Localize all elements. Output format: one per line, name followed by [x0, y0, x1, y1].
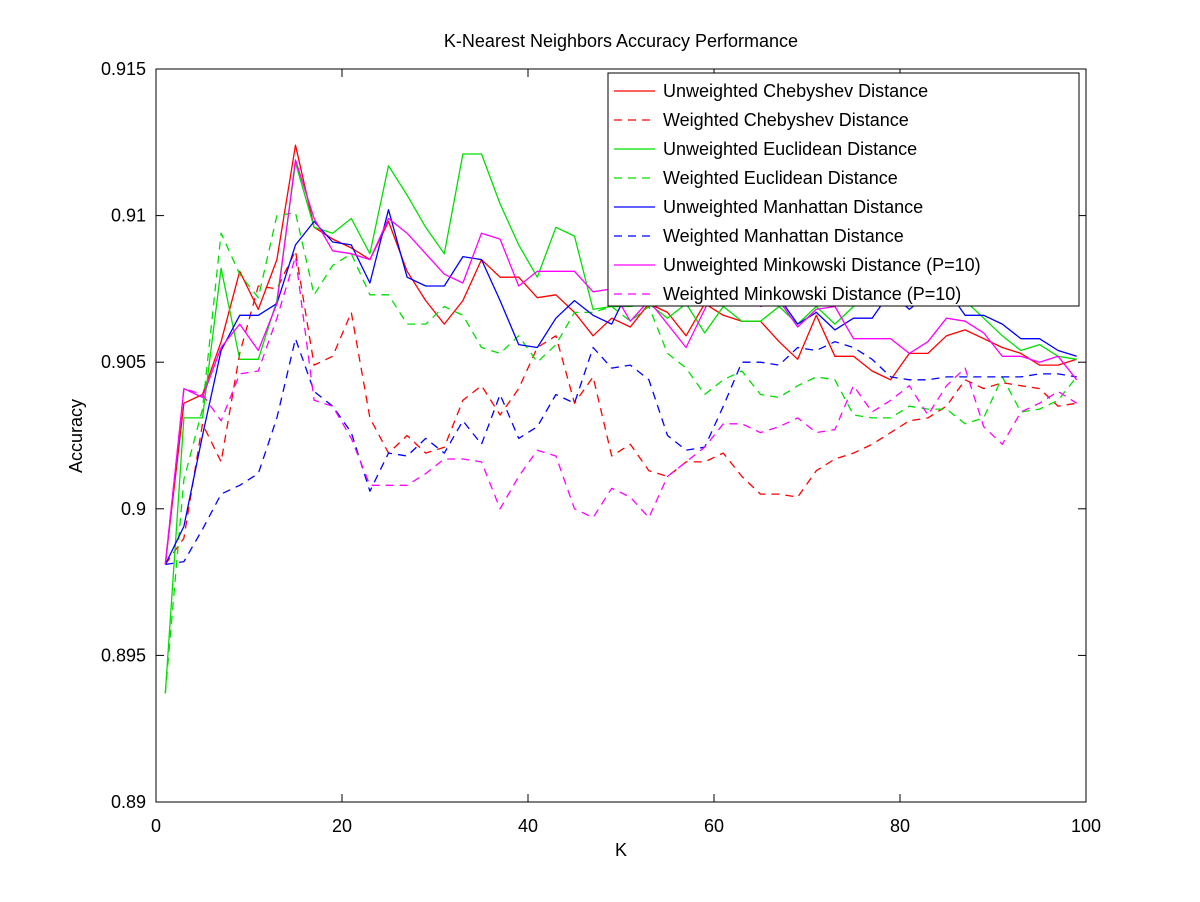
series-line-weighted-minkowski-distance-p-10	[164, 255, 1078, 565]
x-axis-label: K	[615, 840, 627, 860]
y-tick-label: 0.895	[101, 645, 146, 665]
legend-label: Unweighted Minkowski Distance (P=10)	[663, 255, 981, 275]
legend-label: Weighted Chebyshev Distance	[663, 110, 909, 130]
series-line-weighted-manhattan-distance	[165, 338, 1077, 566]
axis-ticks: 0 20 40 60 80 100 0.89 0.895 0.9 0.905 0.91 0.915	[101, 59, 1101, 836]
y-tick-label: 0.89	[111, 792, 146, 812]
x-tick-label: 100	[1071, 816, 1101, 836]
chart-title: K-Nearest Neighbors Accuracy Performance	[444, 31, 798, 51]
y-tick-label: 0.905	[101, 352, 146, 372]
legend: Unweighted Chebyshev Distance Weighted Ch…	[607, 72, 1080, 307]
y-tick-label: 0.9	[121, 499, 146, 519]
legend-label: Weighted Euclidean Distance	[663, 168, 898, 188]
y-tick-label: 0.91	[111, 206, 146, 226]
x-tick-label: 40	[518, 816, 538, 836]
legend-label: Unweighted Manhattan Distance	[663, 197, 923, 217]
series-line-unweighted-chebyshev-distance	[164, 144, 1077, 565]
series-line-weighted-chebyshev-distance	[164, 250, 1077, 565]
x-tick-label: 20	[332, 816, 352, 836]
x-tick-label: 80	[890, 816, 910, 836]
series-line-weighted-euclidean-distance	[164, 212, 1078, 694]
y-axis-label: Accuracy	[66, 399, 86, 473]
x-tick-label: 0	[151, 816, 161, 836]
x-tick-label: 60	[704, 816, 724, 836]
legend-box	[607, 72, 1080, 307]
legend-label: Unweighted Euclidean Distance	[663, 139, 917, 159]
y-tick-label: 0.915	[101, 59, 146, 79]
legend-label: Weighted Manhattan Distance	[663, 226, 904, 246]
legend-label: Weighted Minkowski Distance (P=10)	[663, 284, 961, 304]
legend-label: Unweighted Chebyshev Distance	[663, 81, 928, 101]
